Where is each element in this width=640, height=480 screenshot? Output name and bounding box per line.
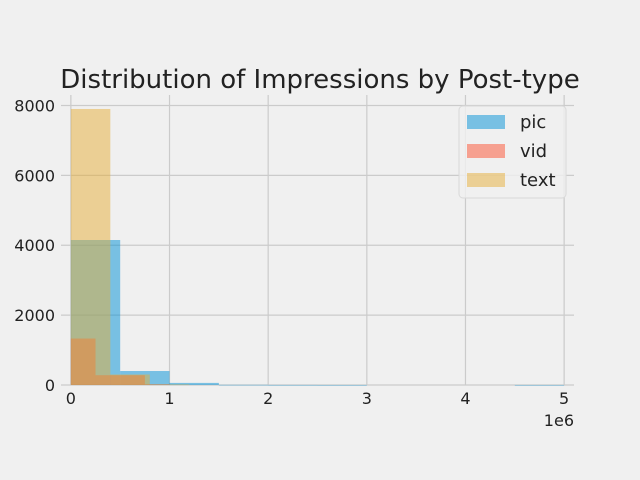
- pic-bar-4: [268, 384, 318, 386]
- x-tick-label-2: 2: [263, 389, 273, 408]
- text-bar-1: [110, 374, 150, 385]
- legend-swatch-vid: [467, 144, 505, 158]
- pic-bar-5: [317, 384, 367, 386]
- pic-bar-3: [218, 384, 269, 386]
- y-axis-ticks: 0 2000 4000 6000 8000: [14, 96, 55, 395]
- pic-bar-9: [514, 384, 565, 386]
- chart-title: Distribution of Impressions by Post-type: [60, 65, 579, 95]
- pic-bar-2: [169, 382, 219, 385]
- x-axis-offset-label: 1e6: [544, 411, 574, 430]
- y-tick-label-0: 0: [45, 376, 55, 395]
- legend-label-pic: pic: [520, 112, 546, 133]
- bars-layer: [70, 108, 565, 386]
- y-tick-label-3: 6000: [14, 166, 55, 185]
- legend: pic vid text: [458, 105, 567, 199]
- legend-label-text: text: [520, 170, 556, 191]
- y-tick-label-1: 2000: [14, 306, 55, 325]
- x-tick-label-5: 5: [559, 389, 569, 408]
- text-bar-2: [149, 384, 190, 386]
- x-tick-label-0: 0: [66, 389, 76, 408]
- legend-swatch-text: [467, 173, 505, 187]
- x-tick-label-4: 4: [460, 389, 470, 408]
- y-tick-label-4: 8000: [14, 96, 55, 115]
- y-tick-label-2: 4000: [14, 236, 55, 255]
- text-bar-0: [70, 108, 111, 386]
- x-tick-label-1: 1: [164, 389, 174, 408]
- legend-swatch-pic: [467, 115, 505, 129]
- x-axis-ticks: 0 1 2 3 4 5: [66, 389, 569, 408]
- legend-label-vid: vid: [520, 141, 547, 162]
- x-tick-label-3: 3: [362, 389, 372, 408]
